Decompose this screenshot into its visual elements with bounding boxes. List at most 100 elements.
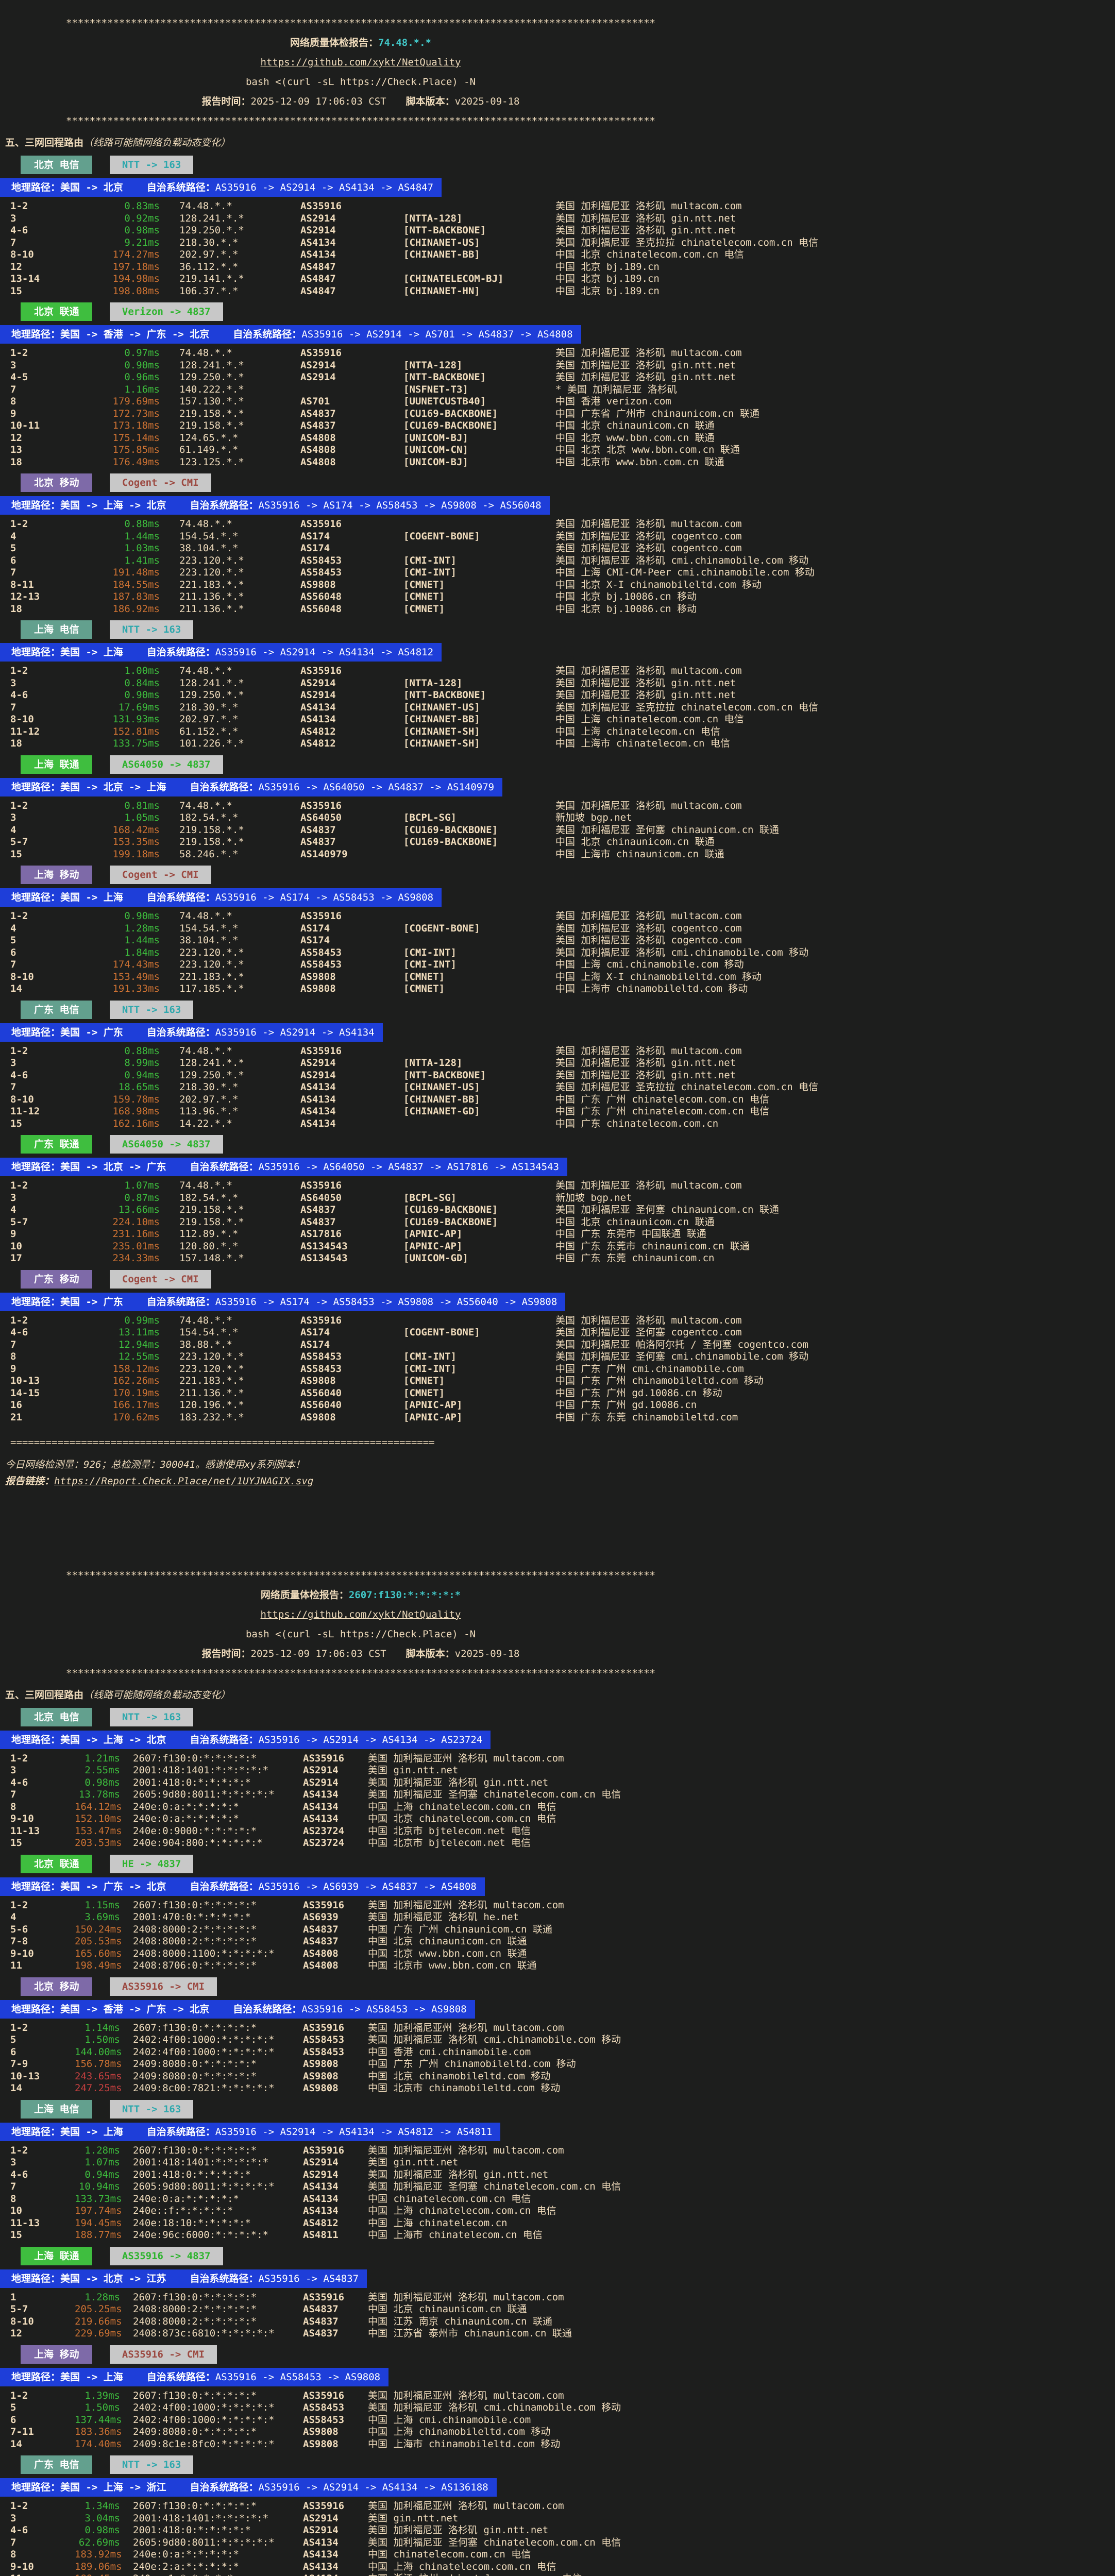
hop-row: 3 0.92ms 128.241.*.* AS2914 [NTTA-128] 美… [0,213,1115,225]
hop-tag: [CHINATELECOM-BJ] [403,273,504,284]
as-path: AS35916 -> AS2914 -> AS4134 -> AS136188 [258,2482,488,2493]
hop-row: 14-15 170.19ms 211.136.*.* AS56040 [CMNE… [0,1387,1115,1400]
hop-row: 5 1.50ms 2402:4f00:1000:*:*:*:*:* AS5845… [0,2402,1115,2414]
hop-asn: AS4808 [300,444,336,455]
hop-location: 中国 北京市 chinamobileltd.com 移动 [368,2082,561,2094]
hop-row: 16 166.17ms 120.196.*.* AS56040 [APNIC-A… [0,1399,1115,1412]
hop-number: 10-13 [10,2070,40,2082]
hop-number: 8-10 [10,2315,34,2327]
hop-asn: AS4837 [300,1204,336,1215]
hop-ip: 221.183.*.* [179,579,244,590]
as-path: AS35916 -> AS58453 -> AS9808 [215,2371,381,2383]
hop-asn: AS58453 [300,567,342,578]
hop-latency: 1.14ms [85,2022,120,2033]
hop-row: 1-2 1.14ms 2607:f130:0:*:*:*:*:* AS35916… [0,2022,1115,2035]
hop-latency: 205.53ms [75,1936,122,1947]
hop-location: 中国 香港 cmi.chinamobile.com [368,2046,531,2058]
hop-ip: 74.48.*.* [179,1045,232,1057]
time-label: 报告时间： [201,1648,251,1659]
hop-row: 5-7 205.25ms 2408:8000:2:*:*:*:*:* AS483… [0,2303,1115,2316]
geo-path: 美国 -> 北京 [60,182,123,193]
hop-tag: [CMI-INT] [403,554,457,566]
hop-latency: 172.73ms [112,408,160,419]
hop-location: 美国 加利福尼亚 圣何塞 chinatelecom.com.cn 电信 [368,2536,621,2548]
hop-list: 1-2 1.14ms 2607:f130:0:*:*:*:*:* AS35916… [0,2022,1115,2095]
hop-tag: [UNICOM-CN] [403,444,468,455]
hop-tag [403,200,555,213]
hop-location: 中国 北京 bj.189.cn [555,285,660,297]
report-link[interactable]: https://Report.Check.Place/net/1UYJNAGIX… [54,1475,314,1487]
hop-latency: 1.15ms [85,1899,120,1911]
hop-location: 美国 加利福尼亚 圣何塞 cmi.chinamobile.com 移动 [555,1351,809,1362]
hop-latency: 0.98ms [85,1776,120,1788]
hop-tag: [CMNET] [403,971,445,982]
hop-ip: 2001:418:1401:*:*:*:*:* [133,1765,269,1776]
hop-number: 15 [10,1117,22,1129]
hop-asn: AS4134 [300,1117,336,1129]
hop-ip: 2409:8080:0:*:*:*:*:* [133,2070,257,2082]
hop-ip: 74.48.*.* [179,1180,232,1191]
github-link[interactable]: https://github.com/xykt/NetQuality [260,1608,461,1620]
hop-ip: 129.250.*.* [179,1069,244,1081]
hop-number: 11-12 [10,1106,40,1117]
hop-row: 4 1.44ms 154.54.*.* AS174 [COGENT-BONE] … [0,531,1115,543]
hop-location: 中国 上海市 chinamobileltd.com 移动 [555,983,748,994]
hop-location: 美国 加利福尼亚 洛杉矶 gin.ntt.net [555,212,736,224]
hop-tag: [NTTA-128] [403,212,463,224]
github-link[interactable]: https://github.com/xykt/NetQuality [260,57,461,68]
hop-row: 4 3.69ms 2001:470:0:*:*:*:*:* AS6939 美国 … [0,1911,1115,1924]
path-bar: 地理路径：美国 -> 北京 -> 江苏 自治系统路径：AS35916 -> AS4… [0,2269,367,2288]
hop-asn: AS35916 [300,518,342,530]
hop-asn: AS4812 [303,2217,339,2229]
hop-asn: AS174 [300,922,330,934]
hop-ip: 154.54.*.* [179,922,239,934]
hop-row: 1-2 1.07ms 74.48.*.* AS35916 美国 加利福尼亚 洛杉… [0,1180,1115,1192]
geo-path-label: 地理路径： [11,500,61,511]
hop-location: 中国 广东省 广州市 chinaunicom.cn 联通 [555,408,759,419]
hop-number: 15 [10,1837,22,1849]
hop-list: 1-2 0.97ms 74.48.*.* AS35916 美国 加利福尼亚 洛杉… [0,347,1115,468]
report-list: ****************************************… [0,13,1115,2576]
hop-ip: 154.54.*.* [179,530,239,542]
hop-asn: AS58453 [300,554,342,566]
hop-location: 美国 加利福尼亚 洛杉矶 gin.ntt.net [368,2168,549,2180]
hop-ip: 182.54.*.* [179,1192,239,1204]
hop-asn: AS9808 [300,1411,336,1423]
hop-latency: 189.45ms [75,2573,122,2576]
geo-path-label: 地理路径： [11,781,61,793]
hop-latency: 0.88ms [124,518,160,530]
hop-ip: 129.250.*.* [179,225,244,236]
hop-row: 9-10 189.06ms 240e:2:a:*:*:*:*:* AS4134 … [0,2561,1115,2573]
hop-number: 4-6 [10,225,28,236]
geo-path-label: 地理路径： [11,1026,61,1038]
hop-asn: AS4837 [300,408,336,419]
hop-location: 中国 广东 广州 gd.10086.cn 移动 [555,1387,722,1399]
path-bar: 地理路径：美国 -> 广东 自治系统路径：AS35916 -> AS174 -> … [0,1292,566,1311]
hop-ip: 128.241.*.* [179,677,244,689]
hop-location: 美国 加利福尼亚 洛杉矶 gin.ntt.net [555,1057,736,1069]
hop-row: 4-6 13.11ms 154.54.*.* AS174 [COGENT-BON… [0,1327,1115,1339]
path-bar: 地理路径：美国 -> 广东 -> 北京 自治系统路径：AS35916 -> AS6… [0,1877,485,1896]
hop-number: 1-2 [10,347,28,359]
hop-ip: 219.158.*.* [179,1216,244,1228]
hop-location: 中国 上海市 chinaunicom.cn 联通 [555,848,724,860]
hop-row: 6 1.41ms 223.120.*.* AS58453 [CMI-INT] 美… [0,555,1115,567]
hop-row: 4-6 0.98ms 129.250.*.* AS2914 [NTT-BACKB… [0,225,1115,237]
geo-path: 美国 -> 上海 -> 浙江 [60,2482,166,2493]
hop-location: 中国 北京 bj.10086.cn 移动 [555,591,697,602]
hop-latency: 12.55ms [118,1351,160,1362]
hop-asn: AS64050 [300,1192,342,1204]
hop-number: 8 [10,2193,16,2205]
hop-row: 4 1.28ms 154.54.*.* AS174 [COGENT-BONE] … [0,923,1115,935]
hop-asn: AS56048 [300,603,342,615]
hop-asn: AS2914 [303,1776,339,1788]
hop-row: 9-10 165.60ms 2408:8000:1100:*:*:*:*:* A… [0,1948,1115,1960]
github-link-line: https://github.com/xykt/NetQuality [0,1605,721,1624]
as-path: AS35916 -> AS2914 -> AS4134 -> AS4847 [215,182,434,193]
hop-asn: AS4134 [303,2549,339,2560]
hop-tag: [UUNETCUSTB40] [403,396,486,407]
report-header: ****************************************… [0,13,721,131]
hop-asn: AS35916 [300,800,342,811]
report-meta-line: 报告时间：2025-12-09 17:06:03 CST 脚本版本：v2025-0… [0,1644,721,1664]
badge-row: 上海 移动 AS35916 -> CMI [0,2345,1115,2364]
